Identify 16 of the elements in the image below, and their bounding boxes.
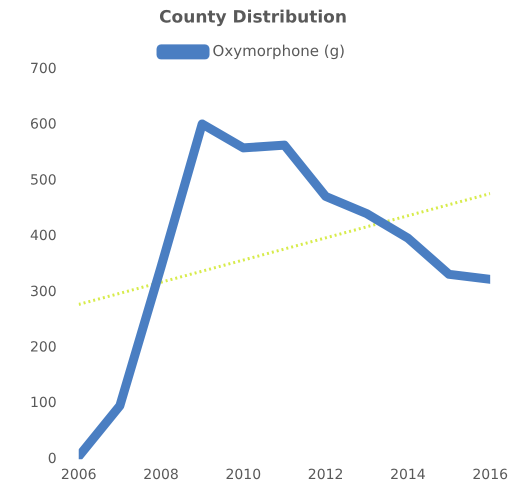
y-tick-label: 600 <box>30 116 57 133</box>
y-tick-label: 700 <box>30 61 57 78</box>
legend-label: Oxymorphone (g) <box>212 42 345 60</box>
y-tick-label: 300 <box>30 284 57 300</box>
x-tick-label: 2008 <box>143 467 179 484</box>
x-tick-label: 2012 <box>308 467 344 484</box>
x-tick-label: 2014 <box>390 467 426 484</box>
y-tick-label: 500 <box>30 172 57 188</box>
chart-title: County Distribution <box>159 8 347 28</box>
x-tick-label: 2010 <box>225 467 262 484</box>
y-tick-label: 200 <box>30 339 57 356</box>
y-tick-label: 0 <box>48 450 57 467</box>
y-tick-label: 400 <box>30 228 57 244</box>
x-tick-label: 2006 <box>60 467 97 484</box>
y-tick-label: 100 <box>30 395 57 412</box>
x-tick-label: 2016 <box>472 467 508 484</box>
